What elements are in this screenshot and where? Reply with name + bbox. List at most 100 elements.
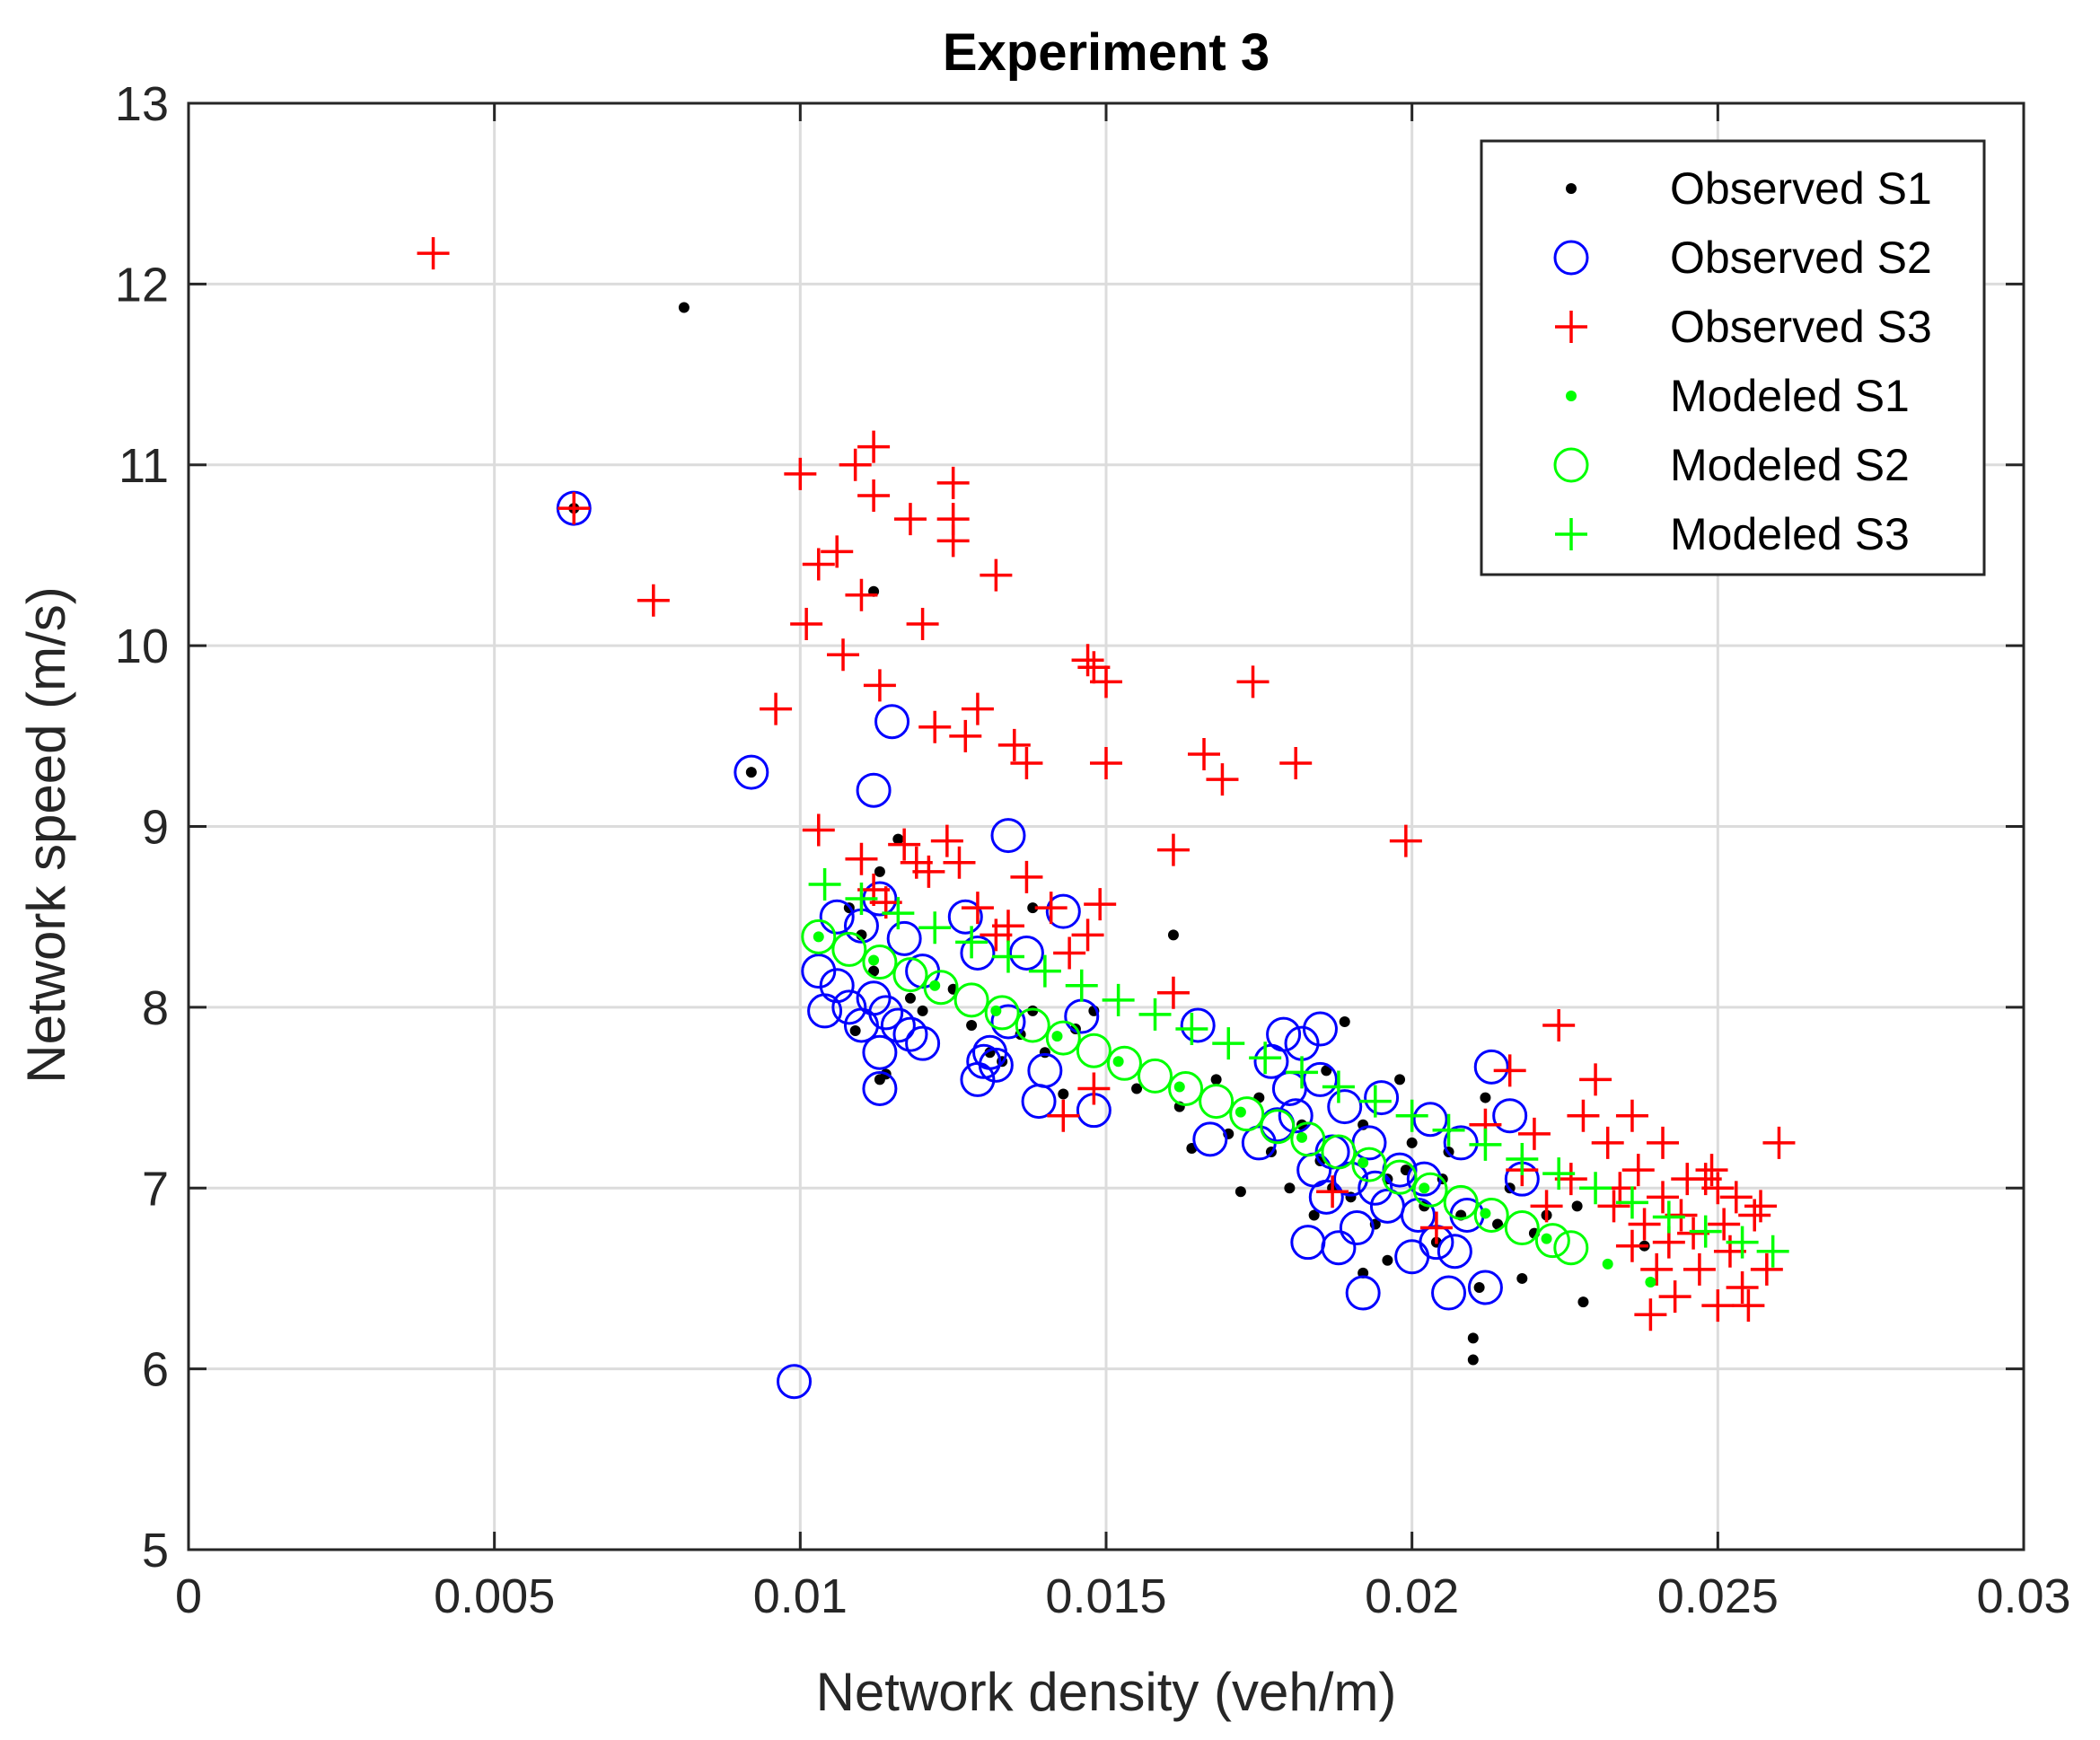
- point-observed-s1: [966, 1020, 978, 1032]
- point-observed-s3: [1615, 1229, 1648, 1262]
- point-modeled-s3: [1102, 983, 1135, 1016]
- point-observed-s2: [886, 920, 922, 956]
- point-observed-s3: [1156, 976, 1190, 1009]
- point-observed-s3: [949, 719, 982, 752]
- point-modeled-s1: [1645, 1276, 1656, 1287]
- point-observed-s3: [1634, 1298, 1667, 1331]
- point-modeled-s3: [1542, 1157, 1576, 1191]
- point-observed-s3: [1732, 1289, 1765, 1323]
- point-observed-s2: [990, 818, 1026, 854]
- point-observed-s2: [1369, 1188, 1405, 1224]
- point-modeled-s3: [1469, 1128, 1502, 1161]
- x-tick-label: 0.015: [1045, 1569, 1166, 1623]
- point-observed-s3: [1236, 665, 1270, 699]
- point-observed-s1: [904, 992, 916, 1004]
- point-observed-s3: [1279, 747, 1313, 780]
- point-observed-s1: [1339, 1015, 1350, 1027]
- point-observed-s2: [801, 953, 837, 989]
- point-observed-s3: [1034, 892, 1068, 925]
- point-observed-s1: [1473, 1282, 1485, 1294]
- point-modeled-s3: [845, 883, 878, 916]
- y-tick-label: 10: [115, 620, 169, 673]
- point-observed-s3: [1683, 1252, 1716, 1286]
- point-observed-s3: [1719, 1181, 1753, 1214]
- point-modeled-s2: [1534, 1223, 1570, 1259]
- point-observed-s3: [1316, 1175, 1349, 1208]
- point-modeled-s3: [955, 926, 988, 959]
- point-observed-s2: [1437, 1234, 1472, 1270]
- point-observed-s3: [930, 824, 963, 857]
- point-observed-s1: [1321, 1065, 1332, 1077]
- point-modeled-s3: [1579, 1172, 1612, 1205]
- x-tick-label: 0.03: [1976, 1569, 2070, 1623]
- point-observed-s1: [1516, 1272, 1528, 1284]
- point-observed-s3: [784, 457, 817, 490]
- point-observed-s1: [1058, 1088, 1069, 1100]
- legend-label-modeled-s2: Modeled S2: [1670, 440, 1910, 490]
- point-observed-s3: [1493, 1054, 1526, 1087]
- point-observed-s3: [1708, 1208, 1741, 1241]
- point-modeled-s2: [1015, 1007, 1050, 1043]
- y-tick-label: 9: [142, 801, 169, 855]
- point-observed-s2: [1180, 1007, 1216, 1043]
- point-observed-s3: [1744, 1190, 1778, 1223]
- point-modeled-s3: [1138, 997, 1172, 1031]
- series-observed-s3: [417, 237, 1796, 1331]
- point-modeled-s1: [1051, 1031, 1063, 1042]
- point-modeled-s2: [984, 995, 1020, 1031]
- point-observed-s2: [1302, 1011, 1338, 1047]
- point-observed-s3: [997, 728, 1031, 761]
- point-observed-s2: [1345, 1275, 1381, 1311]
- y-tick-label: 13: [115, 77, 169, 131]
- point-observed-s2: [1492, 1098, 1528, 1134]
- point-observed-s2: [1339, 1210, 1375, 1246]
- x-tick-label: 0: [175, 1569, 202, 1623]
- point-modeled-s2: [1106, 1045, 1142, 1081]
- point-modeled-s3: [1652, 1200, 1685, 1234]
- point-observed-s3: [1517, 1117, 1551, 1150]
- legend-label-modeled-s1: Modeled S1: [1670, 371, 1910, 421]
- point-observed-s1: [1284, 1182, 1296, 1194]
- legend-label-observed-s1: Observed S1: [1670, 163, 1932, 214]
- point-observed-s2: [892, 1016, 928, 1052]
- point-observed-s3: [558, 492, 591, 525]
- point-observed-s1: [1467, 1354, 1479, 1366]
- point-observed-s3: [1053, 936, 1086, 970]
- point-observed-s2: [1412, 1102, 1448, 1138]
- point-modeled-s3: [1395, 1099, 1428, 1132]
- point-observed-s3: [1090, 747, 1122, 780]
- point-modeled-s2: [801, 918, 837, 954]
- legend-item-observed-s1: Observed S1: [1566, 163, 1932, 214]
- point-observed-s3: [1647, 1181, 1680, 1214]
- point-observed-s1: [1345, 1191, 1357, 1203]
- point-modeled-s2: [953, 982, 989, 1018]
- point-modeled-s3: [1249, 1041, 1282, 1075]
- point-modeled-s2: [1045, 1020, 1081, 1056]
- x-axis-label: Network density (veh/m): [816, 1662, 1397, 1722]
- legend: Observed S1 Observed S2 Observed S3 Modeled…: [1480, 139, 1986, 576]
- y-tick-label: 8: [142, 981, 169, 1035]
- y-tick-label: 6: [142, 1343, 169, 1397]
- point-modeled-s1: [1602, 1258, 1613, 1270]
- y-axis-label: Network speed (m/s): [16, 586, 76, 1083]
- point-observed-s2: [856, 772, 892, 808]
- point-observed-s3: [1084, 888, 1117, 921]
- point-observed-s3: [1542, 1009, 1576, 1042]
- point-observed-s2: [1290, 1225, 1326, 1261]
- point-observed-s3: [1206, 763, 1239, 796]
- point-observed-s3: [1591, 1126, 1624, 1159]
- point-modeled-s3: [1726, 1226, 1759, 1259]
- point-observed-s2: [1473, 1049, 1509, 1085]
- point-observed-s2: [868, 995, 904, 1031]
- point-modeled-s3: [991, 940, 1024, 973]
- legend-item-observed-s2: Observed S2: [1553, 233, 1932, 283]
- point-observed-s3: [1726, 1271, 1759, 1305]
- point-modeled-s1: [813, 931, 824, 943]
- point-modeled-s2: [862, 945, 898, 980]
- y-tick-label: 12: [115, 258, 169, 312]
- point-modeled-s3: [1286, 1056, 1319, 1089]
- legend-item-observed-s3: Observed S3: [1555, 302, 1932, 352]
- legend-marker-modeled-s2: [1553, 447, 1589, 483]
- point-modeled-s2: [1138, 1058, 1173, 1094]
- legend-item-modeled-s3: Modeled S3: [1555, 509, 1910, 559]
